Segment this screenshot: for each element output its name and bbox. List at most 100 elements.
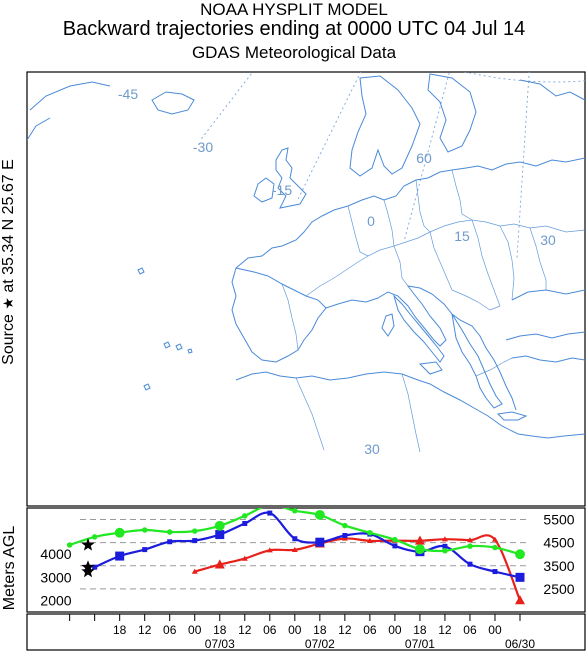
trajectory-point-4000 <box>560 7 566 13</box>
time-hour-label: 00 <box>188 623 202 637</box>
time-hour-label: 06 <box>363 623 377 637</box>
trajectory-point-4000 <box>572 20 578 26</box>
source-star-icon <box>575 27 588 40</box>
time-hour-label: 06 <box>263 623 277 637</box>
start-height-label: 3000 <box>40 569 71 585</box>
altitude-point-4000 <box>442 548 448 554</box>
altitude-point-3000 <box>167 539 173 545</box>
altitude-panel: 5500 4500 3500 2500 4000 3000 2000 Meters AGL <box>1 507 586 613</box>
source-prefix: Source <box>0 314 17 365</box>
altitude-point-2000 <box>241 555 248 561</box>
start-star-icon <box>81 538 95 551</box>
trajectory-line-2000 <box>430 0 582 34</box>
source-label: Source ★ at 35.34 N 25.67 E <box>0 159 17 365</box>
end-point-4000 <box>515 549 525 560</box>
graticule-label: -30 <box>193 139 213 155</box>
trajectory-line-4000 <box>412 0 582 34</box>
source-lon: 25.67 E <box>0 159 17 214</box>
altitude-point-2000 <box>491 536 498 542</box>
graticule-label: 30 <box>364 441 380 457</box>
altitude-point-3000 <box>342 533 348 539</box>
start-height-label: 2000 <box>40 592 71 608</box>
altitude-yticks: 5500 4500 3500 2500 <box>543 512 574 597</box>
time-hour-label: 18 <box>113 623 127 637</box>
time-ticks <box>69 614 521 621</box>
altitude-ytick-label: 5500 <box>543 512 574 528</box>
time-axis: 18 12 06 00 18 12 06 00 18 12 06 00 18 12 06 00 07/03 07… <box>26 613 586 651</box>
graticule-label: -45 <box>118 86 138 102</box>
altitude-point-4000 <box>91 534 98 540</box>
altitude-point-2000 <box>291 546 298 552</box>
altitude-point-3000 <box>492 569 498 575</box>
altitude-point-2000 <box>466 537 473 543</box>
time-hour-label: 12 <box>238 623 252 637</box>
altitude-point-2000 <box>366 537 373 543</box>
altitude-point-4000 <box>141 527 148 533</box>
start-star-icon <box>81 564 95 578</box>
graticule-label: 30 <box>540 232 556 248</box>
altitude-trajectories <box>66 508 522 601</box>
time-hour-label: 06 <box>463 623 477 637</box>
model-title: NOAA HYSPLIT MODEL <box>200 0 388 19</box>
start-height-label: 4000 <box>40 546 71 562</box>
altitude-point-3000 <box>292 536 298 542</box>
altitude-point-3000 <box>442 543 448 549</box>
time-date-label: 07/02 <box>305 637 335 651</box>
altitude-point-4000 <box>467 543 473 549</box>
map-trajectories <box>408 0 588 40</box>
altitude-ylabel: Meters AGL <box>1 526 18 611</box>
altitude-point-3000 <box>115 551 125 561</box>
trajectory-point-2000 <box>574 21 580 26</box>
altitude-point-4000 <box>314 509 325 520</box>
trajectory-point-3000 <box>573 22 578 27</box>
end-point-2000 <box>515 595 525 605</box>
time-date-labels: 07/03 07/02 07/01 06/30 <box>205 637 536 651</box>
source-star-icon: ★ <box>0 297 16 310</box>
time-hour-label: 00 <box>488 623 502 637</box>
time-hour-label: 12 <box>338 623 352 637</box>
map-frame <box>26 71 586 507</box>
altitude-point-3000 <box>267 510 273 516</box>
time-hour-label: 00 <box>288 623 302 637</box>
altitude-point-2000 <box>266 547 273 553</box>
altitude-ytick-label: 3500 <box>543 558 574 574</box>
altitude-ytick-label: 4500 <box>543 535 574 551</box>
altitude-point-3000 <box>142 547 148 553</box>
altitude-point-2000 <box>214 559 225 569</box>
altitude-point-4000 <box>492 544 498 551</box>
altitude-ytick-label: 2500 <box>543 581 574 597</box>
chart-title: Backward trajectories ending at 0000 UTC… <box>62 18 526 40</box>
country-borders <box>281 169 585 453</box>
source-lat: 35.34 N <box>0 219 17 275</box>
altitude-point-4000 <box>66 542 73 548</box>
altitude-start-stars <box>81 538 525 605</box>
time-hour-label: 12 <box>438 623 452 637</box>
time-date-label: 06/30 <box>505 637 535 651</box>
graticule-label: 0 <box>367 213 375 229</box>
parallel-line <box>463 72 585 83</box>
time-hour-label: 18 <box>213 623 227 637</box>
map-panel: -45 -30 -15 0 15 30 60 30 <box>26 0 588 507</box>
altitude-point-3000 <box>315 537 325 547</box>
altitude-point-4000 <box>214 520 225 531</box>
end-point-3000 <box>515 572 525 582</box>
altitude-point-4000 <box>292 508 298 514</box>
altitude-point-2000 <box>414 535 425 545</box>
altitude-point-3000 <box>392 543 398 549</box>
trajectory-point-3000 <box>554 0 559 1</box>
trajectory-point-2000 <box>569 5 575 10</box>
altitude-point-2000 <box>441 536 448 542</box>
trajectory-point-3000 <box>564 9 569 14</box>
altitude-point-2000 <box>341 535 348 541</box>
time-hour-label: 12 <box>138 623 152 637</box>
svg-text:Source ★ at 35.34 N 25.67 E: Source ★ at 35.34 N 25.67 E <box>0 159 17 365</box>
graticule-label: 15 <box>454 228 470 244</box>
altitude-point-3000 <box>92 564 98 570</box>
altitude-point-4000 <box>367 529 373 536</box>
graticule-label: -15 <box>272 182 292 198</box>
time-hour-label: 00 <box>388 623 402 637</box>
graticule-labels: -45 -30 -15 0 15 30 60 30 <box>118 86 556 457</box>
chart-subtitle: GDAS Meteorological Data <box>191 43 397 62</box>
